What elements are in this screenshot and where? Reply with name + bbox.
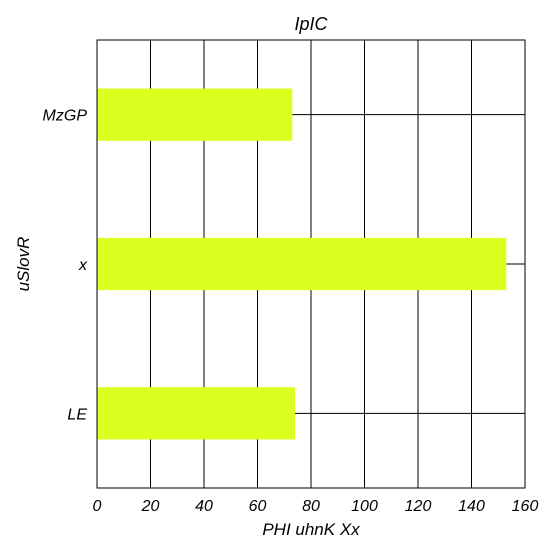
y-axis-label: uSlovR (14, 237, 33, 292)
y-tick-label: LE (67, 406, 87, 423)
bars-layer (97, 88, 507, 440)
bar-2 (97, 387, 295, 440)
x-tick-label: 160 (512, 498, 539, 515)
plot-frame (96, 39, 526, 489)
x-tick-label: 140 (458, 498, 485, 515)
x-tick-labels: 0 20 40 60 80 100 120 140 160 (93, 498, 539, 515)
x-tick-label: 0 (93, 498, 102, 515)
y-tick-labels: MzGP x LE (43, 108, 88, 424)
y-tick-label: MzGP (43, 108, 88, 125)
x-tick-label: 100 (351, 498, 378, 515)
x-tick-label: 120 (405, 498, 432, 515)
x-tick-label: 80 (302, 498, 320, 515)
bar-1 (97, 237, 507, 291)
x-tick-label: 40 (195, 498, 213, 515)
x-axis-label: PHI uhnK Xx (262, 520, 360, 539)
y-tick-label: x (78, 257, 88, 274)
bar-0 (97, 88, 293, 141)
x-tick-label: 20 (141, 498, 160, 515)
x-tick-label: 60 (249, 498, 267, 515)
chart-title: IpIC (294, 14, 328, 34)
